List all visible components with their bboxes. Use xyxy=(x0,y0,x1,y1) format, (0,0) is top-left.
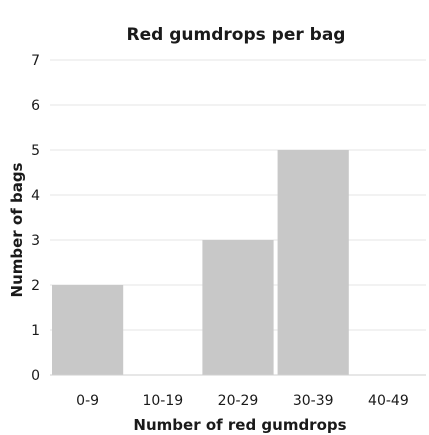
y-tick-label: 5 xyxy=(31,143,40,159)
x-tick-label: 30-39 xyxy=(293,393,334,409)
y-tick-label: 0 xyxy=(31,368,40,384)
y-tick-label: 1 xyxy=(31,323,40,339)
bar xyxy=(52,285,124,375)
x-tick-label: 40-49 xyxy=(368,393,409,409)
y-axis-ticks: 0 1 2 3 4 5 6 7 xyxy=(31,53,40,384)
chart-title: Red gumdrops per bag xyxy=(127,25,346,45)
x-tick-label: 20-29 xyxy=(218,393,259,409)
y-axis-label: Number of bags xyxy=(8,162,26,297)
y-tick-label: 7 xyxy=(31,53,40,69)
y-tick-label: 4 xyxy=(31,188,40,204)
y-tick-label: 6 xyxy=(31,98,40,114)
x-tick-label: 0-9 xyxy=(76,393,99,409)
x-axis-label: Number of red gumdrops xyxy=(133,416,346,434)
x-tick-label: 10-19 xyxy=(142,393,183,409)
x-axis-ticks: 0-9 10-19 20-29 30-39 40-49 xyxy=(76,393,409,409)
y-tick-label: 2 xyxy=(31,278,40,294)
bar xyxy=(277,150,349,375)
bars xyxy=(52,150,349,375)
y-tick-label: 3 xyxy=(31,233,40,249)
bar xyxy=(202,240,274,375)
